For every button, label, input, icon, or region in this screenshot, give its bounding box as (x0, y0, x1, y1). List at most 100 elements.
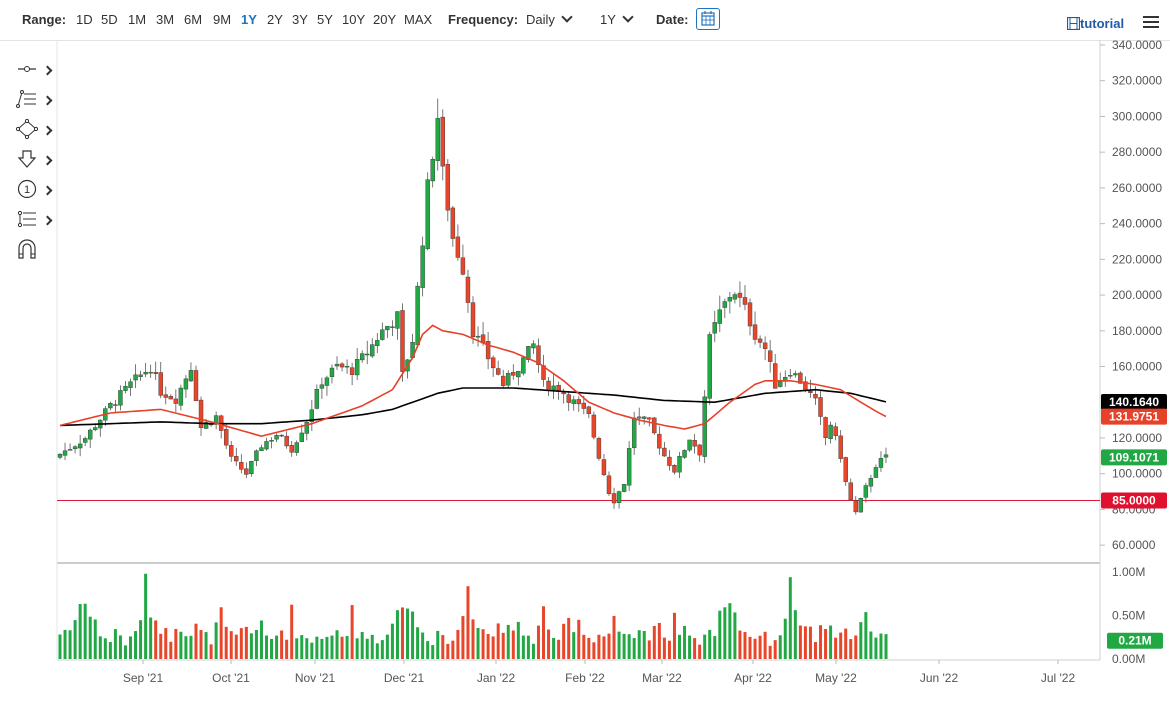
tutorial-link[interactable]: tutorial (1066, 16, 1124, 31)
volume-bar (834, 637, 838, 659)
volume-bar (793, 610, 797, 659)
annotation-number-icon: 1 (17, 179, 37, 199)
candle-up (370, 344, 375, 357)
candle-down (667, 456, 672, 466)
volume-bar (58, 634, 62, 659)
volume-bar (169, 641, 173, 659)
arrow-tool-button[interactable] (14, 148, 54, 172)
range-button-20y[interactable]: 20Y (373, 12, 397, 27)
volume-bar (662, 637, 666, 659)
volume-bar (824, 629, 828, 659)
shape-tool-button[interactable] (14, 118, 54, 142)
price-tick-label: 340.0000 (1112, 40, 1162, 52)
line-tool-button[interactable] (14, 58, 54, 82)
volume-bar (421, 632, 425, 659)
candle-up (143, 371, 148, 375)
period-select[interactable]: 1Y (600, 11, 634, 28)
candle-up (319, 384, 325, 389)
candle-up (531, 343, 536, 349)
volume-bar (83, 603, 87, 659)
volume-bar (219, 607, 223, 659)
candle-down (193, 370, 199, 402)
volume-bar (436, 630, 440, 659)
price-tick-label: 100.0000 (1112, 467, 1162, 481)
volume-bar (330, 635, 334, 659)
range-button-max[interactable]: MAX (404, 12, 433, 27)
price-tick-label: 60.0000 (1112, 538, 1156, 552)
candle-up (354, 359, 360, 376)
list-tool-icon (16, 90, 36, 108)
volume-bar (310, 642, 314, 659)
candle-up (108, 403, 113, 409)
frequency-select[interactable]: Daily (526, 11, 573, 28)
range-button-5d[interactable]: 5D (101, 12, 118, 27)
range-button-1y[interactable]: 1Y (241, 12, 257, 27)
price-chart[interactable]: 340.0000 320.0000 300.0000 280.0000 260.0000… (0, 40, 1170, 701)
volume-bar (879, 633, 883, 659)
volume-bar (431, 645, 435, 659)
volume-bar (451, 640, 455, 659)
range-button-6m[interactable]: 6M (184, 12, 203, 27)
candle-up (128, 381, 133, 388)
volume-bar (189, 635, 193, 659)
date-picker-button[interactable] (696, 8, 720, 30)
candle-down (239, 462, 244, 470)
line-tool-icon (18, 66, 36, 72)
volume-bar (708, 629, 712, 659)
candle-up (687, 439, 692, 451)
hamburger-menu-icon[interactable] (1143, 16, 1159, 28)
volume-bar (93, 619, 97, 659)
candle-down (445, 164, 451, 211)
candle-up (254, 450, 259, 462)
range-button-5y[interactable]: 5Y (317, 12, 333, 27)
candle-up (571, 399, 576, 404)
price-tick-label: 200.0000 (1112, 288, 1162, 302)
candle-down (838, 435, 843, 459)
candle-down (833, 426, 838, 436)
candle-up (425, 179, 430, 249)
list-tool-button[interactable] (14, 88, 54, 112)
volume-bar (859, 622, 863, 659)
volume-bar (622, 633, 626, 659)
time-tick-label: Jun '22 (920, 671, 959, 685)
range-label: Range: (22, 12, 67, 27)
annotation-tool-button[interactable]: 1 (14, 178, 54, 202)
candle-down (576, 399, 581, 405)
candle-down (163, 394, 168, 398)
volume-bar (426, 641, 430, 659)
price-axis-label: 140.1640 (1109, 395, 1159, 409)
volume-axis-label: 0.21M (1118, 634, 1151, 648)
volume-bar (511, 630, 515, 659)
volume-bar (803, 626, 807, 659)
range-button-10y[interactable]: 10Y (342, 12, 366, 27)
candle-up (878, 458, 884, 468)
volume-bar (582, 634, 586, 659)
magnet-tool-button[interactable] (14, 238, 54, 262)
volume-bar (73, 620, 77, 659)
volume-bar (275, 635, 279, 659)
candle-down (279, 434, 284, 437)
volume-bar (325, 636, 329, 659)
range-button-3m[interactable]: 3M (156, 12, 175, 27)
volume-bar (501, 632, 505, 659)
volume-bar (68, 630, 72, 659)
candle-down (808, 391, 813, 393)
fibonacci-tool-button[interactable] (14, 208, 54, 232)
range-button-1d[interactable]: 1D (76, 12, 93, 27)
candle-up (707, 334, 712, 399)
candle-down (752, 324, 758, 340)
candle-down (652, 417, 657, 434)
candle-down (229, 445, 234, 457)
range-button-1m[interactable]: 1M (128, 12, 147, 27)
volume-bar (632, 638, 636, 659)
volume-bar (667, 640, 671, 659)
volume-bar (526, 635, 530, 659)
candle-up (828, 424, 833, 440)
candle-up (57, 453, 63, 458)
range-button-9m[interactable]: 9M (213, 12, 232, 27)
range-button-2y[interactable]: 2Y (267, 12, 283, 27)
time-tick-label: Mar '22 (642, 671, 682, 685)
volume-bar (78, 604, 82, 659)
range-button-3y[interactable]: 3Y (292, 12, 308, 27)
candle-up (380, 329, 385, 340)
